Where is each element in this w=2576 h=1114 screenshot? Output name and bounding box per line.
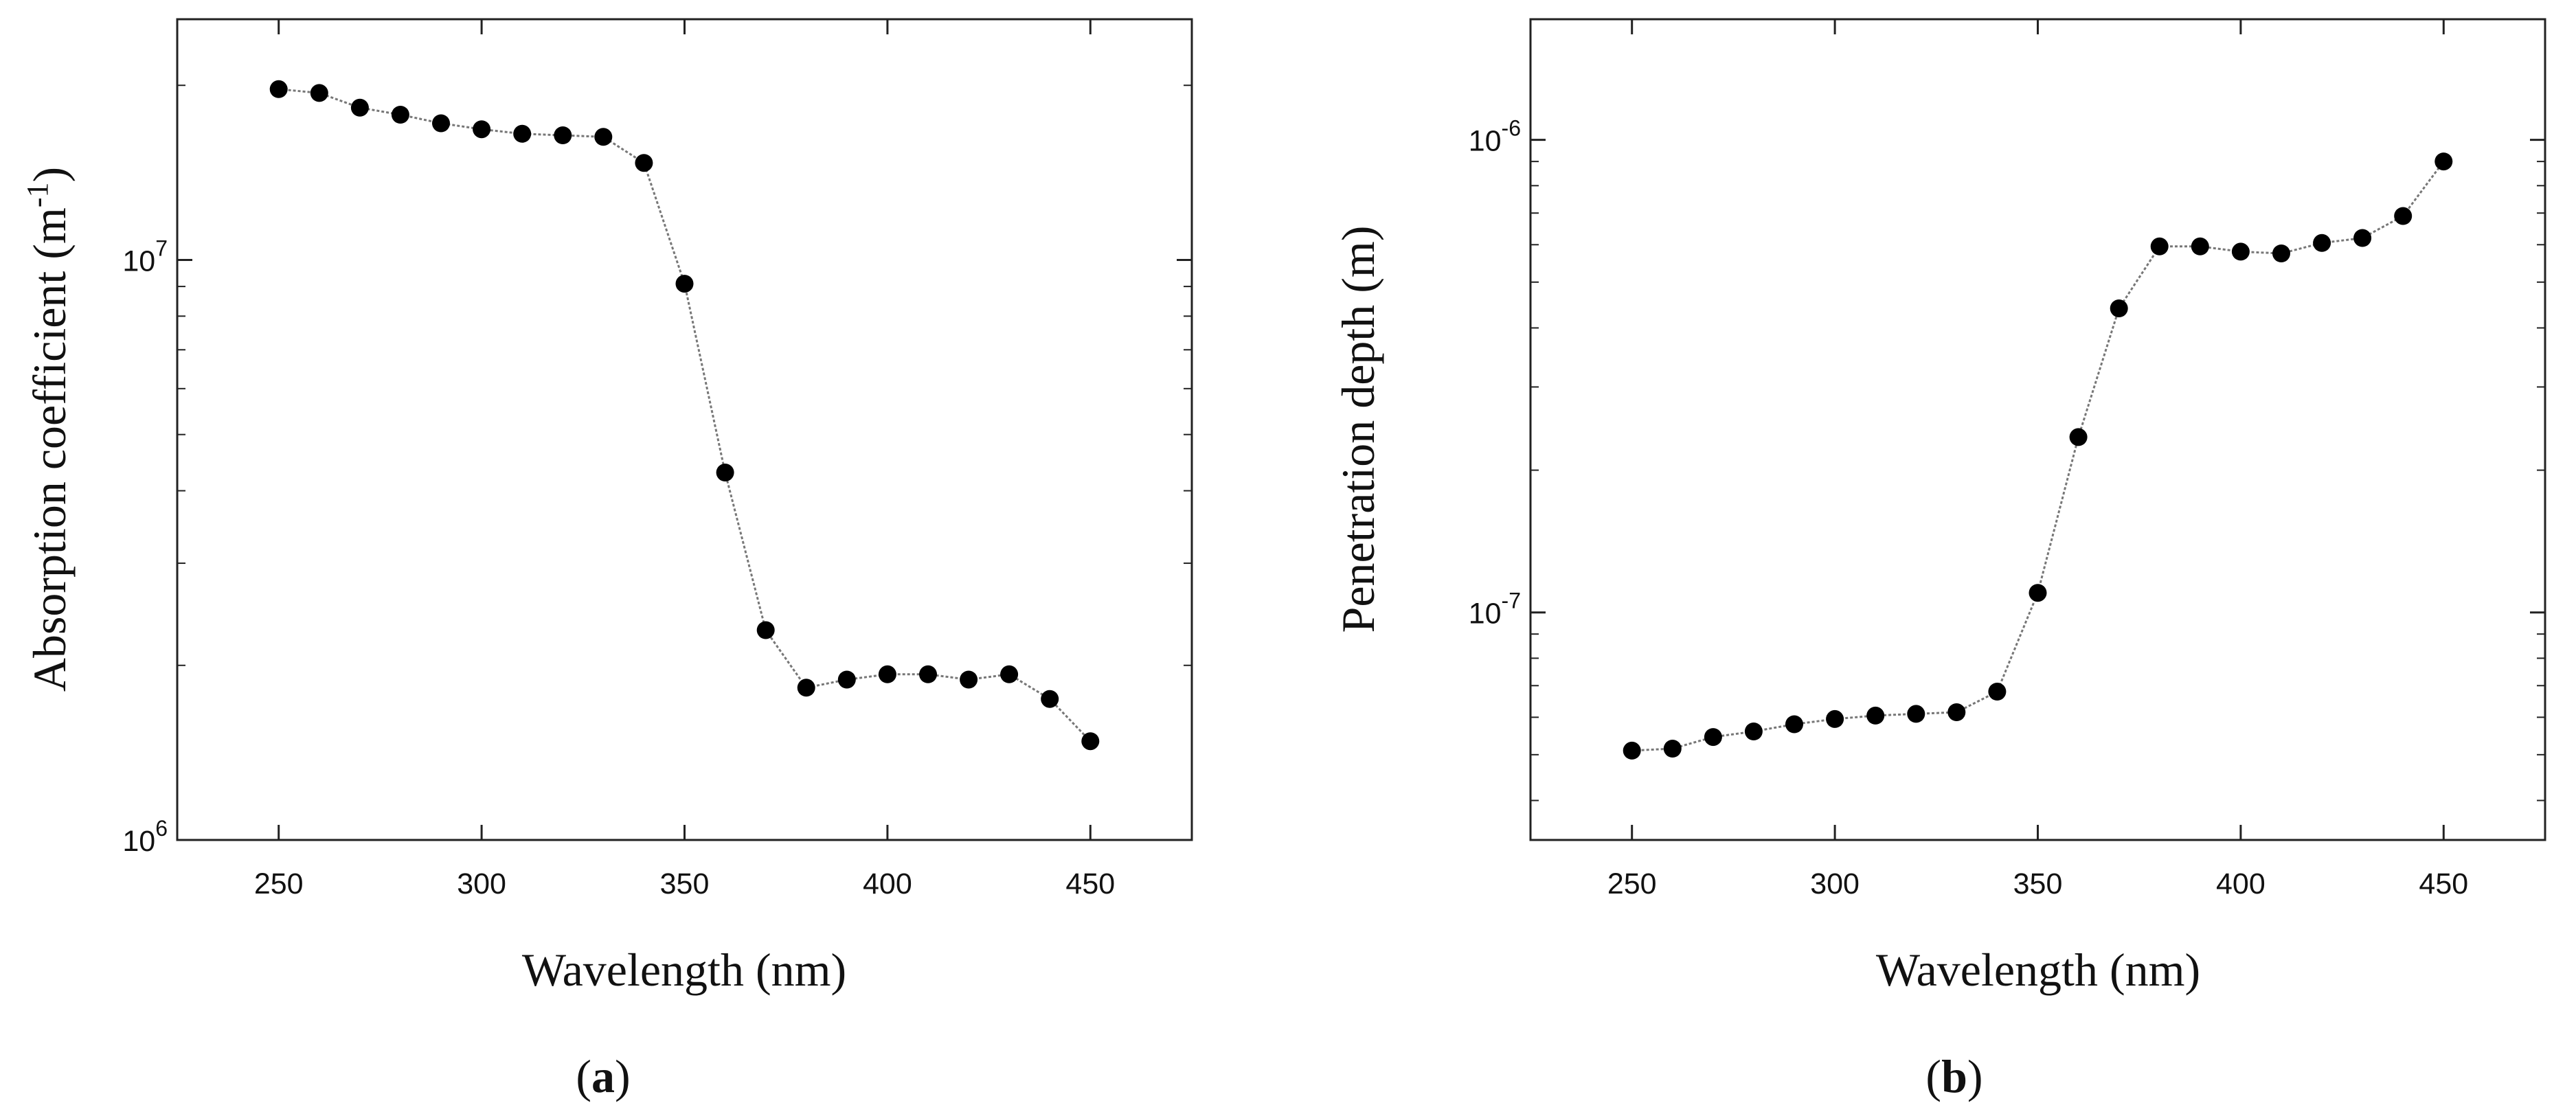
points-a xyxy=(269,80,1100,751)
plot-frame-b xyxy=(1529,18,2546,841)
data-point xyxy=(2110,299,2128,317)
data-point xyxy=(635,154,653,172)
data-point xyxy=(1826,709,1844,728)
data-point xyxy=(797,679,815,697)
x-tick-label: 250 xyxy=(1607,867,1657,900)
data-point xyxy=(878,665,896,683)
data-point xyxy=(2272,245,2290,262)
y-tick-label: 107 xyxy=(122,236,168,277)
data-point xyxy=(756,621,775,639)
y-major-ticks-b: 10-7 10-6 xyxy=(1469,116,2545,630)
data-point xyxy=(2313,234,2331,252)
x-tick-label: 300 xyxy=(457,867,506,900)
data-point xyxy=(960,670,978,689)
data-point xyxy=(675,275,694,293)
data-point xyxy=(1000,665,1019,683)
data-point xyxy=(716,464,734,481)
data-point xyxy=(1663,740,1682,758)
data-point xyxy=(1988,683,2007,701)
y-tick-label: 10-7 xyxy=(1469,589,1521,630)
data-point xyxy=(554,126,572,144)
data-point xyxy=(2191,237,2209,255)
data-point xyxy=(310,84,328,102)
chart-b: 10-7 10-6 250 300 350 400 450 Wavelength (nm)… xyxy=(1332,18,2546,1102)
x-tick-label: 400 xyxy=(863,867,912,900)
data-point xyxy=(1081,732,1100,751)
data-point xyxy=(1947,703,1966,721)
data-point xyxy=(594,128,613,146)
y-minor-ticks-b xyxy=(1530,161,2545,802)
y-tick-label: 106 xyxy=(122,816,168,858)
data-point xyxy=(919,665,937,683)
y-minor-ticks-a xyxy=(177,84,1192,666)
x-ticks-a: 250 300 350 400 450 xyxy=(254,19,1115,900)
data-point xyxy=(432,114,450,133)
data-point xyxy=(391,106,409,124)
data-point xyxy=(2150,237,2169,255)
x-tick-label: 300 xyxy=(1810,867,1860,900)
series-line-a xyxy=(278,88,1092,742)
x-tick-label: 400 xyxy=(2216,867,2266,900)
data-point xyxy=(2069,428,2088,446)
data-point xyxy=(473,120,491,139)
data-point xyxy=(2353,229,2372,247)
x-tick-label: 350 xyxy=(2013,867,2063,900)
data-point xyxy=(1744,723,1763,740)
y-tick-label: 10-6 xyxy=(1469,116,1521,158)
x-tick-label: 350 xyxy=(660,867,710,900)
data-point xyxy=(1866,706,1885,725)
x-axis-label-a: Wavelength (nm) xyxy=(522,944,846,996)
data-point xyxy=(350,98,369,117)
data-point xyxy=(1785,715,1803,734)
panel-label-b: (b) xyxy=(1925,1050,1982,1102)
points-b xyxy=(1623,152,2453,760)
x-tick-label: 450 xyxy=(1065,867,1115,900)
x-axis-label-b: Wavelength (nm) xyxy=(1876,944,2200,996)
y-axis-label-a: Absorption coefficient (m-1) xyxy=(21,167,76,692)
x-tick-label: 250 xyxy=(254,867,304,900)
data-point xyxy=(2029,584,2047,602)
data-point xyxy=(2231,242,2250,261)
data-point xyxy=(1907,705,1925,723)
x-ticks-b: 250 300 350 400 450 xyxy=(1607,19,2468,900)
y-axis-label-b: Penetration depth (m) xyxy=(1332,226,1384,633)
data-point xyxy=(513,124,532,143)
panel-label-a: (a) xyxy=(576,1050,630,1102)
plot-frame-a xyxy=(176,18,1193,841)
y-major-ticks-a: 106 107 xyxy=(122,236,1192,858)
data-point xyxy=(1623,741,1641,760)
data-point xyxy=(2394,207,2413,225)
data-point xyxy=(1704,728,1722,747)
series-line-b xyxy=(1631,161,2445,752)
data-point xyxy=(1041,690,1059,708)
data-point xyxy=(269,80,288,98)
x-tick-label: 450 xyxy=(2419,867,2468,900)
data-point xyxy=(2434,152,2453,171)
chart-a: 106 107 250 300 350 400 450 Wavelength (nm) A… xyxy=(21,18,1193,1102)
data-point xyxy=(837,670,856,689)
